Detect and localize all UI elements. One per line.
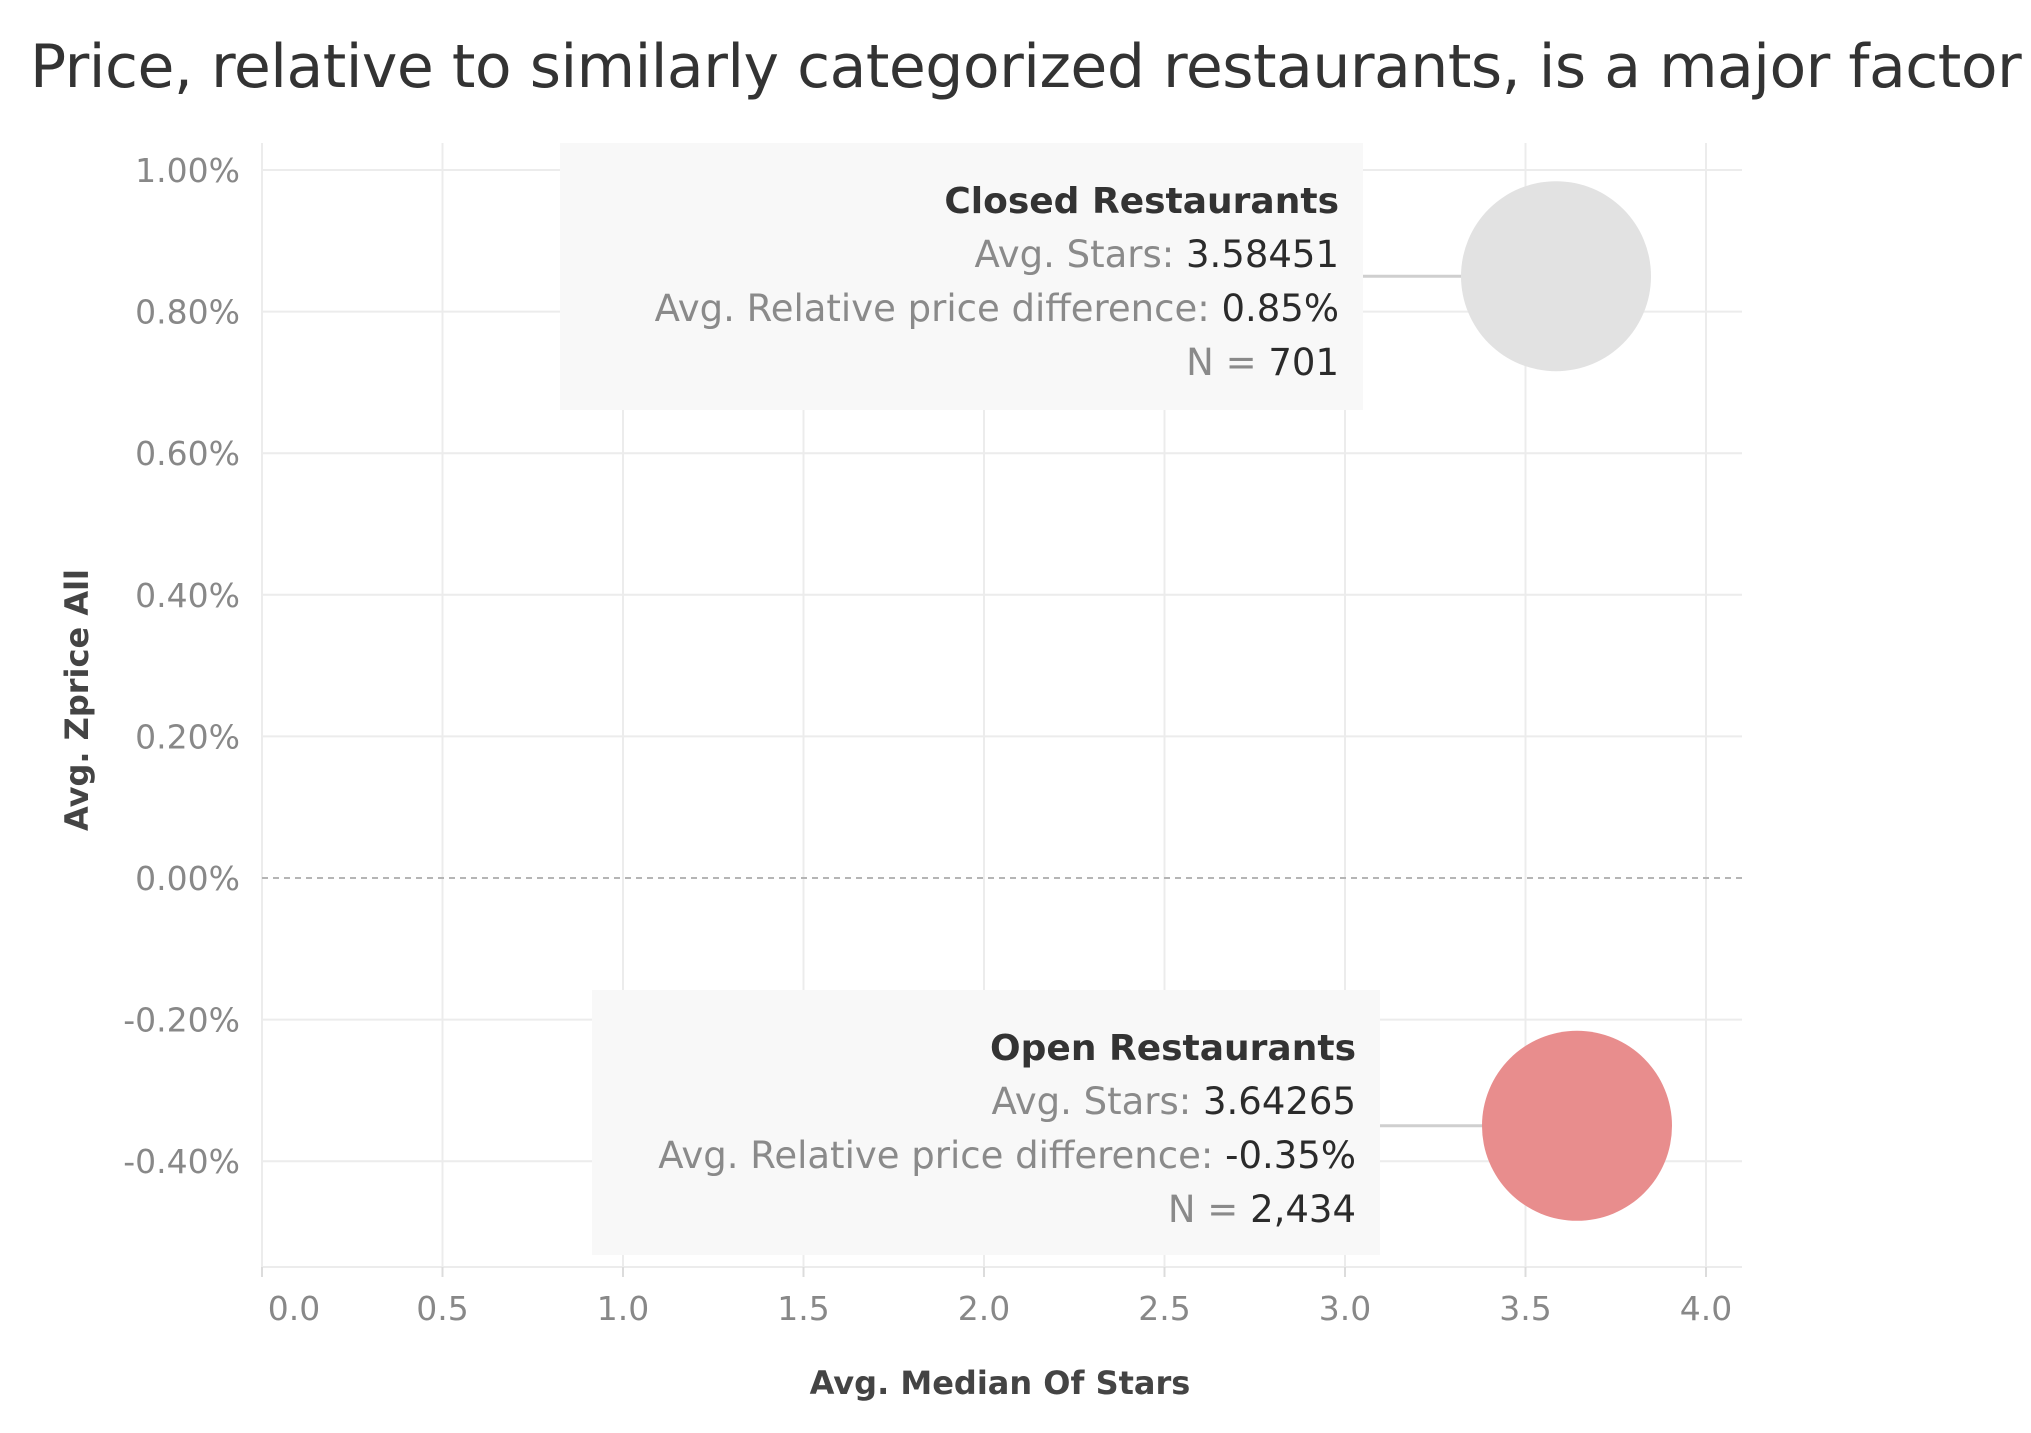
x-axis-label: Avg. Median Of Stars (810, 1364, 1191, 1402)
annotation-open: Open Restaurants Avg. Stars: 3.64265 Avg. … (592, 990, 1547, 1255)
x-tick-label: 2.5 (1138, 1289, 1190, 1328)
annotation-stars: Avg. Stars: 3.58451 (975, 233, 1339, 276)
annotation-price-diff: Avg. Relative price difference: 0.85% (655, 287, 1339, 330)
annotation-n: N = 2,434 (1168, 1188, 1356, 1231)
x-tick-label: 1.0 (597, 1289, 649, 1328)
x-tick-label: 3.0 (1319, 1289, 1371, 1328)
y-tick-label: -0.40% (123, 1142, 240, 1181)
chart-title: Price, relative to similarly categorized… (30, 32, 2022, 102)
annotation-closed: Closed Restaurants Avg. Stars: 3.58451 Avg… (560, 143, 1527, 410)
x-tick-label: 4.0 (1680, 1289, 1732, 1328)
y-tick-label: -0.20% (123, 1001, 240, 1040)
annotation-box (592, 990, 1380, 1255)
y-tick-label: 0.40% (135, 576, 240, 615)
annotations: Closed Restaurants Avg. Stars: 3.58451 Avg… (560, 143, 1547, 1255)
annotation-box (560, 143, 1363, 410)
y-tick-label: 1.00% (135, 151, 240, 190)
annotation-title: Open Restaurants (990, 1028, 1356, 1069)
y-tick-label: 0.20% (135, 717, 240, 756)
x-tick-label: 3.5 (1499, 1289, 1551, 1328)
x-tick-label: 0.0 (268, 1289, 320, 1328)
y-tick-label: 0.60% (135, 434, 240, 473)
x-tick-label: 2.0 (958, 1289, 1010, 1328)
x-tick-label: 1.5 (777, 1289, 829, 1328)
point-open-restaurants[interactable] (1481, 1030, 1672, 1221)
annotation-stars: Avg. Stars: 3.64265 (992, 1080, 1356, 1123)
annotation-price-diff: Avg. Relative price difference: -0.35% (658, 1134, 1356, 1177)
y-tick-label: 0.00% (135, 859, 240, 898)
annotation-n: N = 701 (1186, 341, 1339, 384)
y-tick-label: 0.80% (135, 293, 240, 332)
y-axis-ticks: 1.00% 0.80% 0.60% 0.40% 0.20% 0.00% -0.20% -0.4… (123, 151, 240, 1181)
x-axis-ticks: 0.0 0.5 1.0 1.5 2.0 2.5 3.0 3.5 4.0 (268, 1289, 1732, 1328)
data-points (1461, 181, 1672, 1221)
point-closed-restaurants[interactable] (1461, 181, 1652, 372)
y-axis-label: Avg. Zprice All (58, 569, 96, 831)
x-tick-label: 0.5 (416, 1289, 468, 1328)
annotation-title: Closed Restaurants (944, 181, 1339, 222)
